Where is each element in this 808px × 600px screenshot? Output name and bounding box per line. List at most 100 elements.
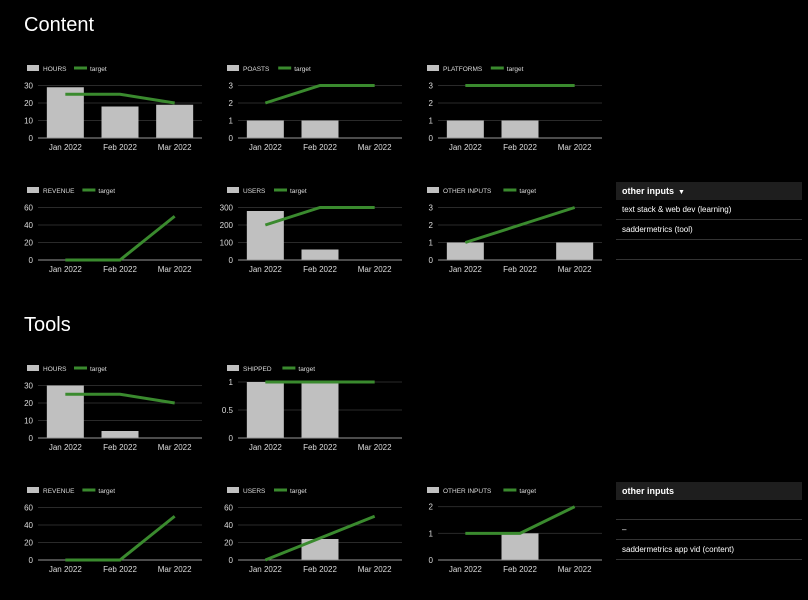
chart-svg: HOURS target 0 10 20 30 Jan 2022 Feb 2022 Mar 20…: [24, 65, 202, 152]
legend-swatch-bar: [27, 365, 39, 371]
y-tick-label: 40: [224, 521, 233, 530]
tools-other-inputs-table: other inputs – saddermetrics app vid (co…: [616, 482, 802, 560]
chart-svg: USERS target 0 20 40 60 Jan 2022 Feb 2022 Mar 20…: [224, 487, 402, 574]
y-tick-label: 1: [229, 117, 234, 126]
y-tick-label: 2: [229, 99, 234, 108]
y-tick-label: 0: [429, 256, 434, 265]
legend-label: target: [98, 488, 115, 495]
x-tick-label: Feb 2022: [103, 265, 137, 274]
tools-section-title: Tools: [24, 314, 71, 336]
target-line: [464, 206, 576, 244]
legend-swatch-bar: [227, 65, 239, 71]
y-tick-label: 0: [229, 256, 234, 265]
bar: [301, 249, 339, 260]
y-tick-label: 1: [229, 378, 234, 387]
legend-swatch-bar: [27, 487, 39, 493]
bar: [301, 120, 339, 138]
legend-label: OTHER INPUTS: [443, 188, 492, 195]
legend-swatch-bar: [27, 65, 39, 71]
chart-svg: OTHER INPUTS target 0 1 2 3 Jan 2022 Feb 2022 Ma…: [427, 187, 602, 274]
table-header[interactable]: other inputs ▼: [616, 182, 802, 200]
x-tick-label: Jan 2022: [249, 143, 282, 152]
legend-label: POASTS: [243, 66, 270, 73]
legend-label: target: [519, 488, 536, 495]
bar: [246, 211, 284, 260]
x-tick-label: Jan 2022: [49, 143, 82, 152]
legend-label: HOURS: [43, 366, 67, 373]
y-tick-label: 60: [24, 504, 33, 513]
content-section-title: Content: [24, 14, 95, 36]
x-tick-label: Feb 2022: [103, 443, 137, 452]
tools-shipped-chart[interactable]: SHIPPED target 0 0.5 1 Jan 2022 Feb 2022 Mar 20…: [214, 362, 404, 466]
x-tick-label: Mar 2022: [358, 443, 392, 452]
x-tick-label: Mar 2022: [158, 265, 192, 274]
target-line: [264, 206, 375, 227]
table-row: [616, 240, 802, 260]
legend-label: USERS: [243, 488, 266, 495]
content-other-inputs-table: other inputs ▼ text stack & web dev (lear…: [616, 182, 802, 260]
tools-hours-chart[interactable]: HOURS target 0 10 20 30 Jan 2022 Feb 2022 Mar 20…: [14, 362, 204, 466]
legend-label: target: [298, 366, 315, 373]
legend-label: REVENUE: [43, 188, 75, 195]
y-tick-label: 60: [24, 204, 33, 213]
content-revenue-chart[interactable]: REVENUE target 0 20 40 60 Jan 2022 Feb 2022 Mar …: [14, 184, 204, 288]
y-tick-label: 20: [24, 399, 33, 408]
chart-svg: SHIPPED target 0 0.5 1 Jan 2022 Feb 2022 Mar 20…: [222, 365, 402, 452]
bar: [501, 120, 539, 138]
y-tick-label: 100: [220, 239, 234, 248]
legend-swatch-bar: [227, 365, 239, 371]
y-tick-label: 0: [29, 256, 34, 265]
target-line: [65, 215, 176, 262]
y-tick-label: 20: [224, 539, 233, 548]
tools-users-chart[interactable]: USERS target 0 20 40 60 Jan 2022 Feb 2022 Mar 20…: [214, 484, 404, 588]
x-tick-label: Feb 2022: [503, 265, 537, 274]
content-poasts-chart[interactable]: POASTS target 0 1 2 3 Jan 2022 Feb 2022 Mar 2022: [214, 62, 404, 166]
x-tick-label: Jan 2022: [249, 265, 282, 274]
y-tick-label: 0: [429, 556, 434, 565]
table-header[interactable]: other inputs: [616, 482, 802, 500]
x-tick-label: Mar 2022: [158, 565, 192, 574]
sort-caret-icon[interactable]: ▼: [678, 189, 685, 196]
bar: [446, 120, 484, 138]
bar: [501, 533, 539, 560]
content-other-inputs-chart[interactable]: OTHER INPUTS target 0 1 2 3 Jan 2022 Feb 2022 Ma…: [414, 184, 604, 288]
y-tick-label: 20: [24, 99, 33, 108]
x-tick-label: Feb 2022: [303, 143, 337, 152]
x-tick-label: Mar 2022: [558, 265, 592, 274]
bar: [446, 242, 484, 260]
y-tick-label: 1: [429, 239, 434, 248]
x-tick-label: Mar 2022: [158, 143, 192, 152]
bar: [246, 382, 284, 438]
tools-revenue-chart[interactable]: REVENUE target 0 20 40 60 Jan 2022 Feb 2022 Mar …: [14, 484, 204, 588]
content-hours-chart[interactable]: HOURS target 0 10 20 30 Jan 2022 Feb 2022 Mar 20…: [14, 62, 204, 166]
bar: [556, 242, 594, 260]
y-tick-label: 40: [24, 221, 33, 230]
tools-other-inputs-chart[interactable]: OTHER INPUTS target 0 1 2 Jan 2022 Feb 2022 Mar…: [414, 484, 604, 588]
legend-swatch-bar: [427, 65, 439, 71]
x-tick-label: Jan 2022: [49, 565, 82, 574]
legend-swatch-bar: [427, 487, 439, 493]
legend-label: target: [294, 66, 311, 73]
y-tick-label: 20: [24, 239, 33, 248]
content-platforms-chart[interactable]: PLATFORMS target 0 1 2 3 Jan 2022 Feb 2022 Mar 2…: [414, 62, 604, 166]
y-tick-label: 1: [429, 529, 434, 538]
target-line: [264, 514, 376, 562]
x-tick-label: Feb 2022: [303, 265, 337, 274]
content-users-chart[interactable]: USERS target 0 100 200 300 Jan 2022 Feb 2022 Mar…: [214, 184, 404, 288]
x-tick-label: Jan 2022: [249, 565, 282, 574]
chart-svg: REVENUE target 0 20 40 60 Jan 2022 Feb 2022 Mar …: [24, 187, 202, 274]
target-line: [65, 515, 176, 562]
x-tick-label: Feb 2022: [303, 565, 337, 574]
y-tick-label: 3: [229, 82, 234, 91]
y-tick-label: 3: [429, 82, 434, 91]
y-tick-label: 40: [24, 521, 33, 530]
y-tick-label: 2: [429, 99, 434, 108]
y-tick-label: 0: [429, 134, 434, 143]
y-tick-label: 1: [429, 117, 434, 126]
y-tick-label: 300: [220, 204, 234, 213]
legend-label: USERS: [243, 188, 266, 195]
bar: [301, 539, 339, 560]
legend-swatch-bar: [227, 187, 239, 193]
x-tick-label: Jan 2022: [49, 443, 82, 452]
legend-label: target: [90, 366, 107, 373]
